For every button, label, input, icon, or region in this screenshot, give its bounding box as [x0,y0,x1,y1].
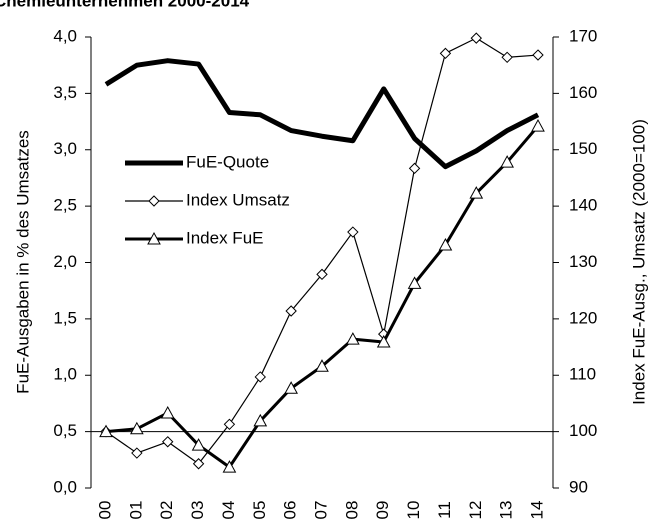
y-tick-label: 3,0 [53,139,77,158]
x-tick-label: 01 [126,501,145,520]
data-point [285,305,297,317]
x-tick-label: 10 [404,501,423,520]
data-point [469,186,484,199]
legend-marker [147,231,161,245]
data-point [223,418,236,431]
y2-tick-label: 110 [569,365,596,384]
x-tick-label: 12 [466,501,485,520]
data-point [315,359,329,372]
legend-label: Index Umsatz [186,190,290,209]
x-tick-label: 11 [435,501,454,519]
data-point [191,438,206,451]
data-point [254,371,266,383]
x-tick-label: 00 [95,501,114,520]
data-point [438,237,453,251]
series-line [104,58,540,170]
data-point [408,162,421,175]
legend-label: FuE-Quote [186,152,269,171]
data-point [532,49,544,61]
series-line [105,37,539,465]
data-point [407,276,422,289]
legend-marker [148,195,160,207]
y2-tick-label: 140 [569,196,597,215]
legend-label: Index FuE [186,228,264,247]
y2-axis-label: Index FuE-Ausg., Umsatz (2000=100) [629,119,648,405]
x-tick-label: 13 [497,501,516,520]
data-point [131,447,143,459]
data-point [500,155,514,168]
x-tick-label: 14 [527,501,546,520]
x-tick-label: 09 [373,501,392,520]
x-tick-label: 03 [188,501,207,520]
data-point [376,334,391,348]
y-tick-label: 2,5 [53,196,77,215]
data-point [162,436,174,448]
y2-tick-label: 100 [569,421,597,440]
y-tick-label: 4,0 [53,26,77,45]
y-tick-label: 2,0 [53,252,77,271]
data-point [222,460,237,473]
data-point [316,268,328,281]
data-point [192,458,205,470]
y-tick-label: 0,0 [53,477,77,496]
x-tick-label: 07 [311,501,330,520]
data-point [160,405,175,419]
y-tick-label: 1,0 [53,365,77,384]
data-point [253,413,268,427]
x-tick-label: 05 [250,501,269,520]
x-tick-label: 02 [157,501,176,520]
x-tick-label: 04 [219,501,238,520]
y2-tick-label: 160 [569,83,597,102]
y-tick-label: 0,5 [53,421,77,440]
x-tick-label: 08 [342,501,361,520]
data-point [130,421,144,435]
data-point [439,47,452,60]
data-point [347,226,359,238]
y2-tick-label: 130 [569,252,597,271]
y-axis-label: FuE-Ausgaben in % des Umsatzes [13,130,32,394]
data-point [470,32,482,44]
data-point [99,424,113,438]
y2-tick-label: 90 [569,477,588,496]
y2-tick-label: 150 [569,139,597,158]
y-tick-label: 3,5 [53,83,77,102]
x-tick-label: 06 [281,501,300,520]
y-tick-label: 1,5 [53,308,77,327]
chart-title: Chemieunternehmen 2000-2014 [0,0,250,10]
data-point [346,332,360,345]
data-point [531,119,545,132]
y2-tick-label: 120 [569,308,597,327]
y2-tick-label: 170 [569,26,597,45]
data-point [284,381,298,394]
data-point [501,51,513,64]
